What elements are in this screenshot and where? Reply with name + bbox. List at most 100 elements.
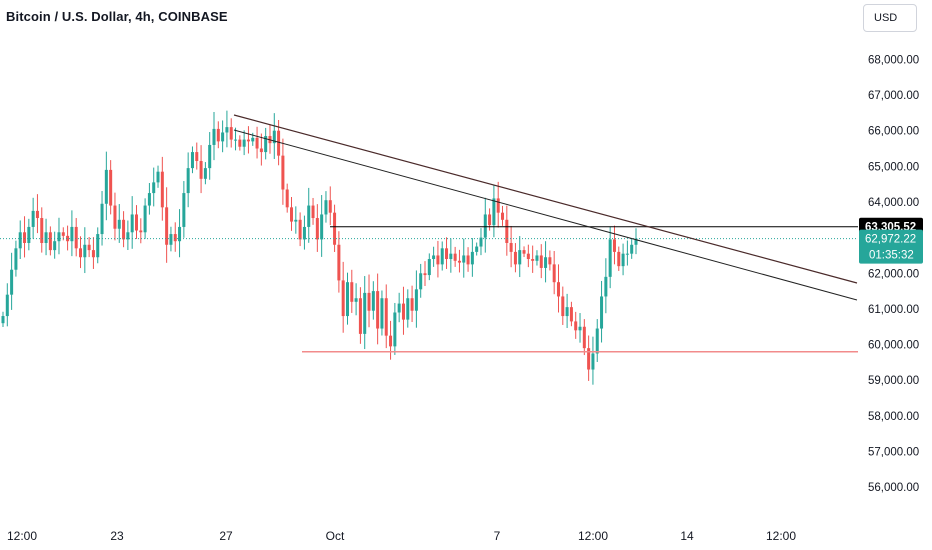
y-tick-label: 67,000.00 [868,90,919,102]
x-tick-label: 23 [110,529,124,543]
candle-body [345,282,349,317]
last-price-label: 62,972.22 [865,234,916,246]
candle-body [122,219,126,240]
candle-body [44,232,48,243]
candle-body [5,294,9,317]
y-tick-label: 59,000.00 [868,375,919,387]
candle-body [578,326,582,331]
candle-body [522,250,526,254]
candle-body [457,260,461,263]
candle-body [556,282,560,297]
candle-body [294,219,298,222]
x-tick-label: 14 [680,529,694,543]
candle-body [397,303,401,313]
candle-body [66,235,70,242]
candle-body [100,203,104,235]
candle-body [195,152,199,161]
x-tick-label: Oct [326,529,345,543]
currency-selector-button[interactable]: USD [863,4,917,32]
trendline-upper [233,114,858,284]
candle-body [79,248,83,258]
candle-body [492,198,496,226]
x-tick-label: 12:00 [578,529,608,543]
candle-body [18,232,22,249]
candle-body [96,234,100,258]
candle-body [531,259,535,261]
candle-body [376,291,380,329]
candle-body [255,137,259,149]
candle-body [367,292,371,311]
candle-body [604,276,608,297]
y-tick-label: 56,000.00 [868,482,919,494]
drawings-layer [0,114,858,353]
candle-body [31,210,35,227]
candle-body [419,273,423,290]
candle-body [117,219,121,229]
candle-body [552,264,556,283]
candle-body [87,244,91,251]
candle-body [290,207,294,222]
candle-body [281,155,285,190]
candle-body [432,255,436,260]
candle-body [238,139,242,147]
candle-body [608,239,612,277]
candle-body [173,234,177,242]
x-tick-label: 12:00 [766,529,796,543]
candle-body [285,189,289,208]
candle-body [488,214,492,226]
candle-body [475,246,479,252]
y-tick-label: 64,000.00 [868,197,919,209]
candle-body [10,269,14,295]
candle-body [333,212,337,245]
candle-body [380,298,384,329]
candle-body [414,289,418,311]
candle-body [453,253,457,261]
candle-body [617,251,621,267]
candle-body [445,248,449,260]
candle-body [35,210,39,219]
candle-body [350,282,354,302]
candle-body [61,232,65,236]
candle-body [634,238,638,245]
candle-body [393,312,397,347]
candle-body [535,255,539,261]
y-tick-label: 57,000.00 [868,447,919,459]
y-tick-label: 60,000.00 [868,340,919,352]
candle-body [83,244,87,258]
candle-body [621,253,625,267]
candle-body [272,130,276,144]
trendline-lower [233,129,858,301]
candle-body [104,169,108,204]
candle-body [341,280,345,317]
candle-body [1,316,5,324]
candle-body [436,255,440,265]
candle-body [126,232,130,240]
y-tick-label: 66,000.00 [868,126,919,138]
candle-body [203,168,207,179]
candle-body [440,248,444,265]
candle-body [307,205,311,227]
candle-body [139,230,143,233]
candle-body [406,298,410,320]
candle-body [40,218,44,243]
candle-body [221,132,225,142]
candle-body [178,226,182,242]
candle-body [315,218,319,240]
candle-body [208,144,212,169]
candle-body [496,198,500,213]
candle-body [91,250,95,258]
candle-body [169,234,173,245]
candle-body [509,242,513,252]
candle-body [337,244,341,281]
candle-body [544,257,548,268]
candle-body [470,251,474,265]
candle-body [246,139,250,142]
candle-body [152,182,156,194]
candle-body [401,303,405,320]
candle-body [324,200,328,215]
candle-body [600,296,604,329]
candle-body [505,219,509,243]
candle-body [625,253,629,255]
bar-countdown-label: 01:35:32 [869,250,914,262]
